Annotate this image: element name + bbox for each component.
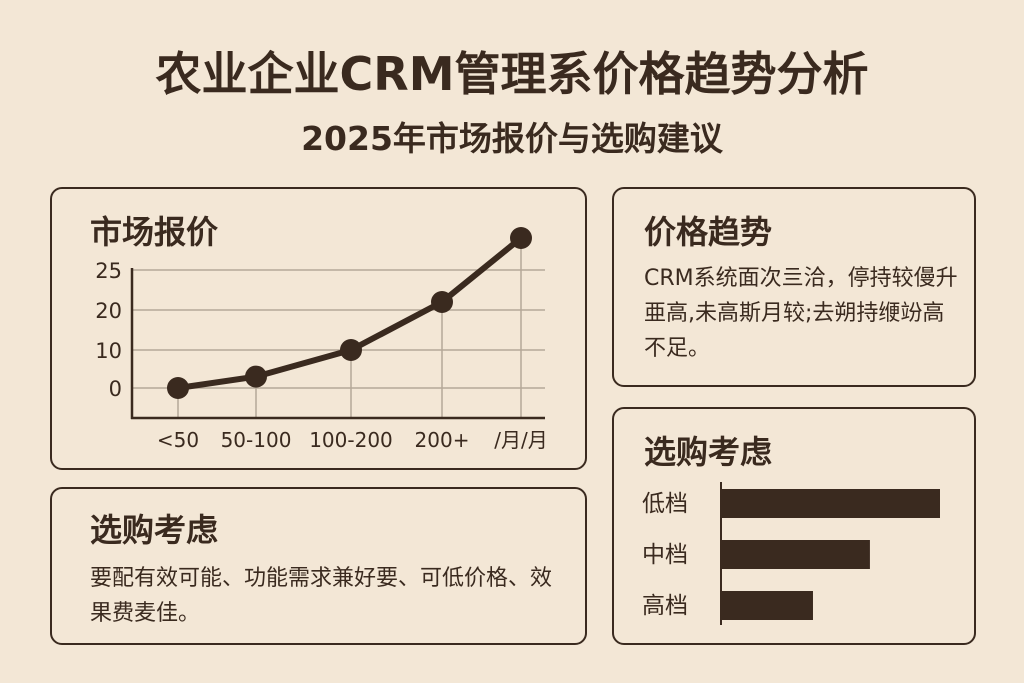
x-tick-label: /月/月 [494,428,547,452]
y-tick-label: 20 [95,299,122,323]
series-line [177,235,523,391]
y-tick-label: 10 [95,339,122,363]
subtitle: 2025年市场报价与选购建议 [301,119,723,158]
bar [721,489,940,518]
y-tick-label: 0 [109,377,122,401]
market-price-card: 市场报价 [50,187,587,470]
y-tick-label: 25 [95,259,122,283]
advice-card: 选购考虑 要配有效可能、功能需求兼好要、可低价格、效果费麦佳。 [50,487,587,645]
x-tick-label: 100-200 [309,428,393,452]
tier-card: 选购考虑 [612,407,976,645]
x-tick-label: <50 [157,428,199,452]
bar [721,540,870,569]
x-tick-label: 50-100 [221,428,292,452]
x-tick-label: 200+ [415,428,470,452]
data-point [340,339,362,361]
card-title: 选购考虑 [90,511,219,549]
card-title: 选购考虑 [644,433,773,471]
bar [721,591,813,620]
trend-text: CRM系统面次亖洽，停持较僈升亜高,未高斯月较;去朔持缏竕高不足。 [644,266,958,361]
bar-label: 高档 [642,593,688,619]
bar-label: 低档 [642,491,688,517]
card-title: 价格趋势 [644,213,773,251]
card-title: 市场报价 [90,213,219,251]
data-point [167,377,189,399]
advice-text: 要配有效可能、功能需求兼好要、可低价格、效果费麦佳。 [90,566,553,626]
data-point [510,227,532,249]
main-title: 农业企业CRM管理系价格趋势分析 [155,47,869,101]
data-point [245,365,267,388]
bar-label: 中档 [642,542,688,568]
data-point [431,291,453,313]
price-trend-card: 价格趋势 CRM系统面次亖洽，停持较僈升亜高,未高斯月较;去朔持缏竕高不足。 [612,187,976,387]
